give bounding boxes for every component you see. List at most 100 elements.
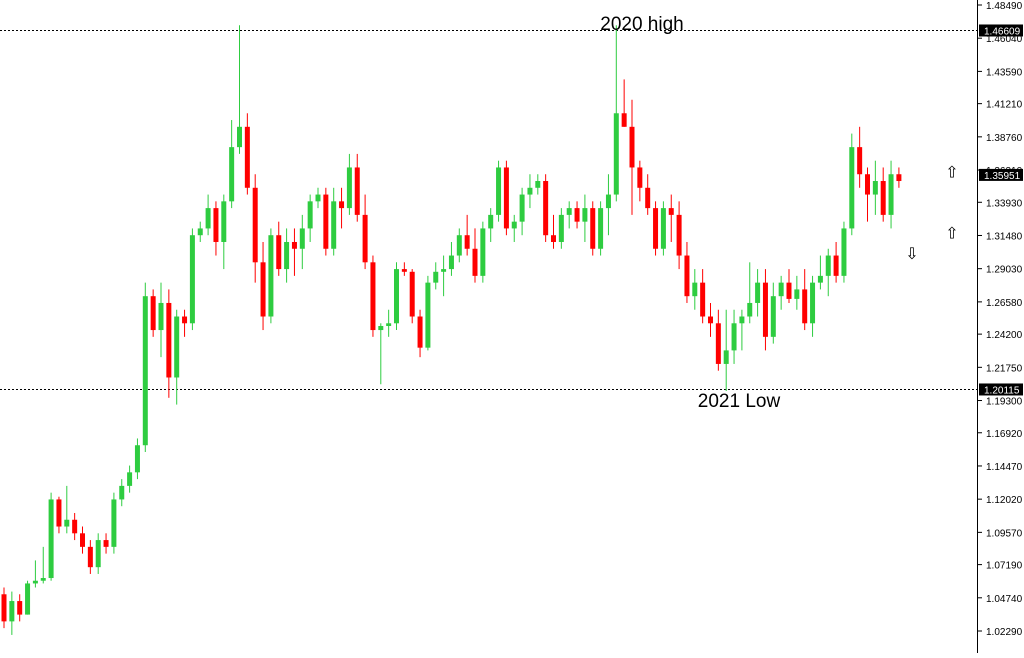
arrow-up-icon: ⇧	[945, 165, 958, 182]
bull-candle	[480, 228, 486, 276]
bear-candle	[896, 174, 902, 182]
bull-candle	[394, 269, 399, 324]
bull-candle	[315, 194, 321, 202]
bear-candle	[786, 282, 792, 299]
bull-candle	[778, 282, 784, 297]
current-price-badge: 1.35951	[984, 171, 1021, 182]
bear-candle	[590, 208, 596, 249]
bear-candle	[464, 235, 470, 249]
bull-candle	[158, 302, 164, 331]
bull-candle	[692, 282, 698, 297]
tick-label: 1.14470	[986, 462, 1023, 473]
bull-candle	[660, 208, 666, 249]
bull-candle	[268, 235, 274, 317]
bear-candle	[401, 269, 407, 272]
bull-candle	[598, 208, 604, 249]
bull-candle	[448, 255, 454, 270]
bull-candle	[488, 214, 494, 229]
arrow-up-icon: ⇧	[945, 226, 958, 243]
bull-candle	[119, 485, 125, 500]
bull-candle	[221, 201, 227, 242]
bear-candle	[80, 533, 85, 547]
bull-candle	[558, 214, 564, 242]
bear-candle	[543, 181, 549, 236]
bear-candle	[880, 181, 886, 215]
bull-candle	[825, 255, 831, 276]
tick-label: 1.02290	[986, 627, 1023, 638]
tick-label: 1.26580	[986, 298, 1023, 309]
bull-candle	[849, 147, 855, 229]
bear-candle	[865, 174, 870, 195]
tick-label: 1.04740	[986, 594, 1023, 605]
tick-label: 1.09570	[986, 528, 1023, 539]
bull-candle	[64, 519, 70, 527]
tick-label: 1.46040	[986, 34, 1023, 45]
bull-candle	[566, 208, 572, 215]
bull-candle	[810, 282, 816, 324]
bull-candle	[284, 241, 290, 270]
tick-label: 1.21750	[986, 363, 1023, 374]
bear-candle	[213, 208, 219, 242]
bear-candle	[72, 519, 78, 534]
bull-candle	[331, 201, 337, 249]
bear-candle	[252, 187, 258, 263]
bear-candle	[653, 208, 659, 249]
bear-candle	[244, 126, 250, 188]
bull-candle	[794, 289, 800, 299]
bear-candle	[166, 302, 172, 378]
bull-candle	[237, 126, 242, 148]
bull-candle	[496, 167, 502, 215]
bull-candle	[127, 472, 133, 486]
bull-candle	[425, 282, 431, 348]
bull-candle	[841, 228, 847, 276]
bull-candle	[582, 208, 588, 222]
bull-candle	[378, 325, 384, 331]
bull-candle	[9, 601, 15, 622]
bull-candle	[134, 445, 140, 473]
bull-candle	[111, 499, 117, 547]
bear-candle	[17, 601, 23, 615]
annotation-2021-low: 2021 Low	[698, 391, 781, 412]
tick-label: 1.12020	[986, 495, 1023, 506]
bear-candle	[708, 316, 713, 324]
bear-candle	[370, 262, 376, 331]
bear-candle	[260, 262, 266, 317]
bear-candle	[715, 323, 721, 364]
bull-candle	[755, 282, 761, 303]
bull-candle	[817, 275, 823, 283]
bear-candle	[676, 214, 682, 256]
bull-candle	[441, 269, 447, 272]
bear-candle	[339, 201, 345, 209]
candles	[1, 25, 902, 635]
tick-label: 1.16920	[986, 429, 1023, 440]
level-price-badge-bg	[979, 24, 1023, 37]
bull-candle	[723, 350, 729, 364]
tick-label: 1.41210	[986, 100, 1023, 111]
bear-candle	[472, 248, 478, 276]
bull-candle	[535, 181, 541, 188]
bear-candle	[150, 296, 156, 331]
bull-candle	[527, 187, 533, 195]
bear-candle	[354, 167, 360, 215]
tick-label: 1.19300	[986, 397, 1023, 408]
tick-label: 1.48490	[986, 1, 1023, 12]
tick-label: 1.24200	[986, 330, 1023, 341]
level-price-badge: 1.20115	[984, 385, 1020, 396]
bull-candle	[872, 181, 878, 195]
bull-candle	[32, 580, 38, 584]
tick-label: 1.31480	[986, 231, 1023, 242]
current-price-badge-bg	[979, 168, 1023, 181]
bull-candle	[205, 208, 211, 229]
bear-candle	[637, 167, 643, 188]
tick-label: 1.43590	[986, 67, 1023, 78]
bear-candle	[291, 241, 297, 249]
signal-markers: ⇧ ⇧ ⇩	[905, 165, 958, 263]
bull-candle	[299, 228, 305, 249]
bull-candle	[40, 578, 46, 581]
tick-label: 1.29030	[986, 265, 1023, 276]
bull-candle	[386, 323, 392, 326]
bear-candle	[668, 208, 674, 215]
bull-candle	[456, 235, 462, 256]
